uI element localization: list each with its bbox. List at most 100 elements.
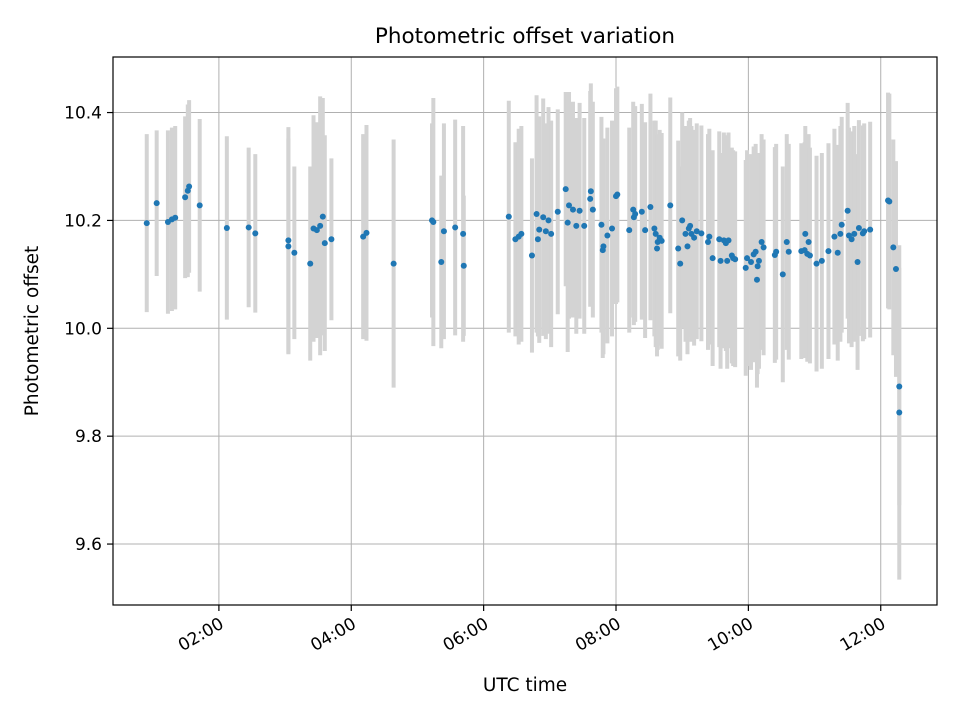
data-point	[785, 248, 792, 255]
data-point	[638, 208, 645, 215]
data-point	[892, 265, 899, 272]
data-point	[744, 255, 751, 262]
data-point	[675, 245, 682, 252]
data-point	[573, 222, 580, 229]
x-axis-label: UTC time	[483, 675, 567, 696]
data-point	[566, 202, 573, 209]
data-point	[698, 230, 705, 237]
data-point	[460, 262, 467, 269]
data-point	[196, 202, 203, 209]
data-point	[534, 236, 541, 243]
data-point	[805, 239, 812, 246]
data-point	[677, 260, 684, 267]
data-point	[328, 236, 335, 243]
plot-frame	[112, 56, 938, 606]
data-point	[604, 232, 611, 239]
data-point	[851, 230, 858, 237]
data-point	[687, 222, 694, 229]
y-tick-label: 10.4	[64, 104, 102, 124]
data-point	[684, 243, 691, 250]
data-point	[363, 229, 370, 236]
data-point	[783, 239, 790, 246]
data-point	[609, 225, 616, 232]
data-point	[285, 237, 292, 244]
data-point	[647, 203, 654, 210]
data-point	[651, 225, 658, 232]
chart-title: Photometric offset variation	[375, 24, 675, 49]
data-point	[867, 226, 874, 233]
data-point	[654, 245, 661, 252]
data-point	[614, 191, 621, 198]
data-point	[569, 206, 576, 213]
data-point	[562, 186, 569, 193]
data-point	[589, 206, 596, 213]
data-point	[844, 207, 851, 214]
data-point	[319, 213, 326, 220]
data-point	[896, 383, 903, 390]
data-point	[536, 226, 543, 233]
data-point	[528, 252, 535, 259]
data-point	[682, 230, 689, 237]
point-layer	[143, 183, 903, 416]
data-point	[438, 258, 445, 265]
data-point	[576, 207, 583, 214]
data-point	[760, 244, 767, 251]
data-point	[307, 260, 314, 267]
data-point	[518, 230, 525, 237]
data-point	[658, 237, 665, 244]
data-point	[806, 252, 813, 259]
data-point	[540, 214, 547, 221]
data-point	[505, 213, 512, 220]
data-point	[182, 194, 189, 201]
data-point	[752, 248, 759, 255]
data-point	[837, 230, 844, 237]
data-point	[252, 230, 259, 237]
data-point	[848, 236, 855, 243]
data-point	[317, 222, 324, 229]
data-point	[598, 221, 605, 228]
data-point	[709, 255, 716, 262]
data-point	[186, 183, 193, 190]
data-point	[802, 230, 809, 237]
data-point	[779, 271, 786, 278]
data-point	[153, 200, 160, 207]
data-point	[725, 237, 732, 244]
data-point	[440, 228, 447, 235]
data-point	[548, 230, 555, 237]
data-point	[742, 264, 749, 271]
data-point	[717, 257, 724, 264]
data-point	[732, 256, 739, 263]
data-point	[143, 220, 150, 227]
data-point	[452, 224, 459, 231]
data-point	[855, 224, 862, 231]
data-point	[667, 202, 674, 209]
data-point	[533, 210, 540, 217]
y-tick-label: 10.2	[64, 211, 102, 231]
data-point	[679, 217, 686, 224]
data-point	[691, 234, 698, 241]
data-point	[632, 210, 639, 217]
data-point	[861, 228, 868, 235]
data-point	[755, 257, 762, 264]
data-point	[838, 221, 845, 228]
data-point	[554, 208, 561, 215]
y-tick-label: 9.6	[75, 535, 102, 555]
data-point	[693, 228, 700, 235]
y-tick-label: 10.0	[64, 319, 102, 339]
data-point	[753, 276, 760, 283]
data-point	[460, 230, 467, 237]
data-point	[581, 222, 588, 229]
data-point	[223, 224, 230, 231]
data-point	[172, 214, 179, 221]
data-point	[285, 243, 292, 250]
data-point	[896, 409, 903, 416]
data-point	[705, 239, 712, 246]
data-point	[890, 244, 897, 251]
data-point	[245, 224, 252, 231]
data-point	[834, 249, 841, 256]
data-point	[813, 260, 820, 267]
data-point	[831, 233, 838, 240]
data-point	[545, 217, 552, 224]
